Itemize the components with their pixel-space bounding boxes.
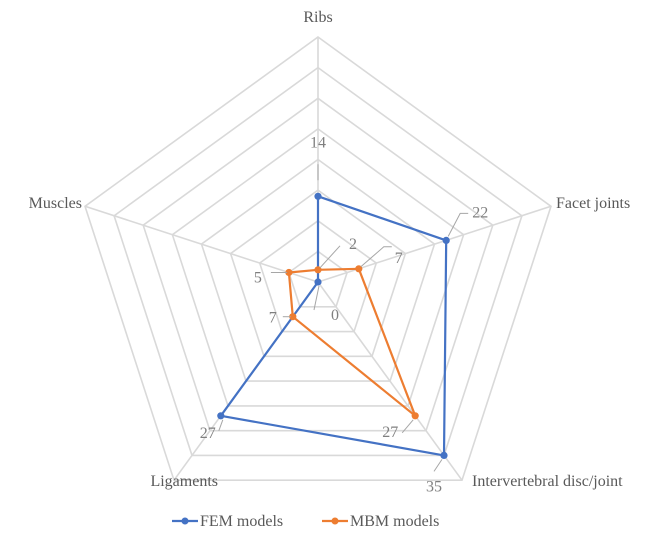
category-label-facet-joints: Facet joints — [556, 195, 630, 212]
data-label-mbm-models-intervertebral-disc-joint: 27 — [382, 424, 398, 441]
data-label-fem-models-intervertebral-disc-joint: 35 — [426, 478, 442, 495]
radar-series — [217, 192, 450, 459]
legend-fem-label: FEM models — [200, 513, 283, 530]
point-mbm-models-ligaments — [289, 313, 297, 321]
series-line-mbm-models — [287, 267, 417, 417]
category-label-ligaments: Ligaments — [150, 473, 218, 490]
grid-ring-3 — [229, 189, 407, 358]
point-fem-models-facet-joints — [442, 236, 450, 244]
grid-ring-7 — [113, 66, 523, 457]
data-label-fem-models-muscles: 0 — [331, 307, 339, 324]
spoke-muscles — [84, 205, 319, 283]
grid-ring-6 — [142, 97, 494, 432]
point-fem-models-intervertebral-disc-joint — [440, 451, 448, 459]
data-label-fem-models-facet-joints: 22 — [472, 204, 488, 221]
data-label-mbm-models-muscles: 5 — [254, 270, 262, 287]
data-label-fem-models-ligaments: 27 — [200, 425, 216, 442]
spoke-intervertebral-disc-joint — [317, 281, 463, 481]
grid-ring-8 — [84, 36, 552, 482]
leader-fem-models-ligaments — [218, 419, 224, 431]
legend-mbm-marker — [331, 517, 339, 525]
legend-item-fem: FEM models — [172, 513, 283, 530]
grid-ring-2 — [258, 219, 378, 333]
chart-legend: FEM models MBM models — [172, 513, 439, 530]
point-mbm-models-intervertebral-disc-joint — [411, 412, 419, 420]
radar-category-labels: Ribs Facet joints Intervertebral disc/join… — [29, 9, 631, 490]
leader-mbm-models-facet-joints — [360, 246, 392, 268]
grid-ring-5 — [171, 127, 465, 407]
data-label-mbm-models-ligaments: 7 — [269, 310, 277, 327]
data-label-fem-models-ribs: 14 — [310, 134, 326, 151]
leader-fem-models-muscles — [313, 285, 320, 311]
legend-mbm-label: MBM models — [350, 513, 439, 530]
leader-mbm-models-ribs — [319, 245, 341, 269]
leader-fem-models-facet-joints — [447, 212, 469, 237]
category-label-intervertebral-disc-joint: Intervertebral disc/joint — [472, 473, 623, 490]
legend-item-mbm: MBM models — [322, 513, 439, 530]
point-mbm-models-ribs — [314, 266, 322, 274]
data-label-mbm-models-ribs: 2 — [349, 236, 357, 253]
legend-fem-marker — [181, 517, 189, 525]
point-fem-models-muscles — [314, 278, 322, 286]
category-label-muscles: Muscles — [29, 195, 82, 212]
data-label-mbm-models-facet-joints: 7 — [395, 250, 403, 267]
leader-mbm-models-intervertebral-disc-joint — [401, 419, 414, 434]
category-label-ribs: Ribs — [303, 9, 332, 26]
point-mbm-models-muscles — [285, 268, 293, 277]
point-fem-models-ligaments — [217, 412, 225, 420]
leader-fem-models-intervertebral-disc-joint — [433, 459, 443, 472]
point-mbm-models-facet-joints — [355, 265, 363, 273]
point-fem-models-ribs — [314, 192, 322, 200]
